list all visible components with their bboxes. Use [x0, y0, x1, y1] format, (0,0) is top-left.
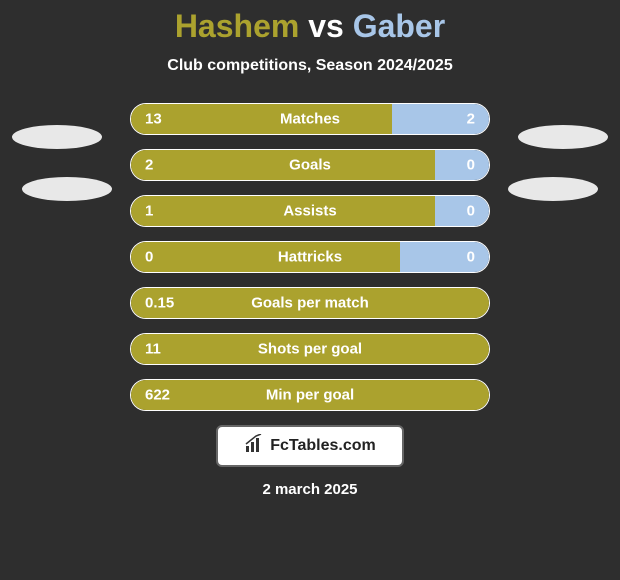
stat-label: Matches	[131, 111, 489, 128]
stat-label: Goals	[131, 157, 489, 174]
avatar-right-1	[518, 125, 608, 149]
player2-name: Gaber	[353, 8, 445, 44]
stat-row: 0.15Goals per match	[130, 287, 490, 319]
source-badge[interactable]: FcTables.com	[216, 425, 404, 467]
stat-label: Goals per match	[131, 295, 489, 312]
avatar-right-2	[508, 177, 598, 201]
stat-row: 00Hattricks	[130, 241, 490, 273]
stats-bars: 132Matches 20Goals 10Assists 00Hattricks 0.1…	[0, 103, 620, 411]
stat-row: 132Matches	[130, 103, 490, 135]
stat-label: Min per goal	[131, 387, 489, 404]
source-text: FcTables.com	[270, 437, 376, 455]
date-text: 2 march 2025	[0, 481, 620, 498]
stat-label: Assists	[131, 203, 489, 220]
avatar-left-1	[12, 125, 102, 149]
vs-text: vs	[308, 8, 344, 44]
chart-icon	[244, 434, 264, 459]
stat-label: Hattricks	[131, 249, 489, 266]
stat-row: 11Shots per goal	[130, 333, 490, 365]
avatar-left-2	[22, 177, 112, 201]
stat-row: 10Assists	[130, 195, 490, 227]
comparison-card: Hashem vs Gaber Club competitions, Seaso…	[0, 0, 620, 580]
page-title: Hashem vs Gaber	[0, 0, 620, 45]
stat-row: 622Min per goal	[130, 379, 490, 411]
stat-label: Shots per goal	[131, 341, 489, 358]
stat-row: 20Goals	[130, 149, 490, 181]
player1-name: Hashem	[175, 8, 300, 44]
subtitle: Club competitions, Season 2024/2025	[0, 57, 620, 75]
